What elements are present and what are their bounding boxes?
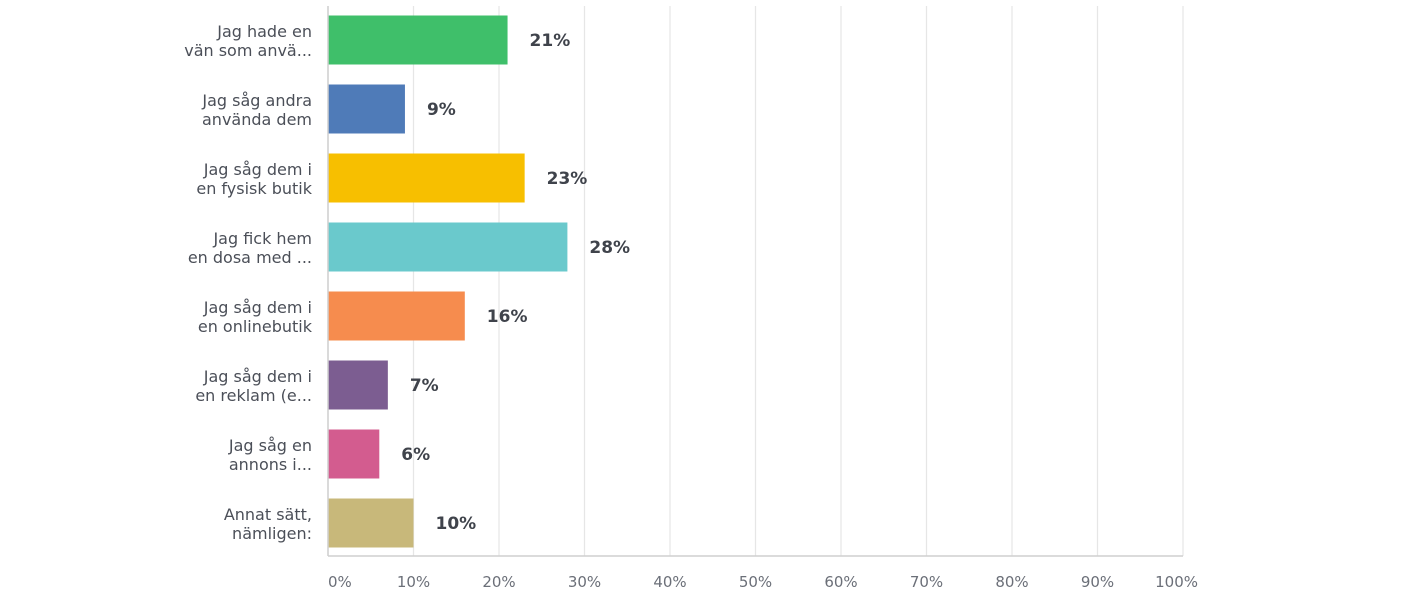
category-label: Jag såg andra använda dem [201,91,312,129]
value-label: 10% [436,514,477,534]
x-tick-label: 100% [1155,573,1198,591]
value-label: 21% [530,31,571,51]
bar [328,15,508,65]
x-tick-label: 80% [995,573,1028,591]
bars [328,15,568,548]
x-tick-label: 30% [568,573,601,591]
bar [328,360,388,410]
x-tick-label: 90% [1081,573,1114,591]
x-tick-labels: 0% 10% 20% 30% 40% 50% 60% 70% 80% 90% 100% [328,573,1198,591]
x-tick-label: 50% [739,573,772,591]
category-label: Annat sätt, nämligen: [224,505,312,543]
category-label: Jag fick hem en dosa med ... [188,229,312,267]
category-label-line: en dosa med ... [188,248,312,267]
category-label-line: Jag såg dem i [203,160,312,179]
value-labels: 21% 9% 23% 28% 16% 7% 6% 10% [401,31,630,534]
category-label-line: nämligen: [232,524,312,543]
value-label: 28% [589,238,630,258]
category-label-line: använda dem [202,110,312,129]
x-tick-label: 0% [328,573,352,591]
x-tick-label: 10% [397,573,430,591]
value-label: 16% [487,307,528,327]
category-label: Jag såg dem i en fysisk butik [196,160,312,198]
category-label: Jag hade en vän som anvä... [184,22,312,60]
category-label-line: Jag fick hem [212,229,312,248]
category-label-line: en onlinebutik [198,317,313,336]
value-label: 23% [547,169,588,189]
category-label: Jag såg en annons i... [228,436,312,474]
bar [328,84,405,134]
category-label-line: Jag hade en [216,22,312,41]
category-label-line: en fysisk butik [196,179,312,198]
bar [328,429,380,479]
x-tick-label: 40% [653,573,686,591]
category-labels: Jag hade en vän som anvä...Jag såg andra a… [184,22,313,543]
bar [328,498,414,548]
gridlines [327,6,1184,556]
value-label: 6% [401,445,430,465]
category-label: Jag såg dem i en onlinebutik [198,298,313,336]
bar [328,222,568,272]
category-label-line: Jag såg andra [201,91,312,110]
x-tick-label: 70% [910,573,943,591]
category-label: Jag såg dem i en reklam (e... [195,367,312,405]
bar [328,291,465,341]
x-tick-label: 20% [482,573,515,591]
category-label-line: annons i... [229,455,312,474]
category-label-line: Jag såg dem i [203,298,312,317]
value-label: 7% [410,376,439,396]
bar [328,153,525,203]
category-label-line: Jag såg dem i [203,367,312,386]
category-label-line: vän som anvä... [184,41,312,60]
value-label: 9% [427,100,456,120]
category-label-line: Annat sätt, [224,505,312,524]
category-label-line: Jag såg en [228,436,312,455]
x-tick-label: 60% [824,573,857,591]
category-label-line: en reklam (e... [195,386,312,405]
